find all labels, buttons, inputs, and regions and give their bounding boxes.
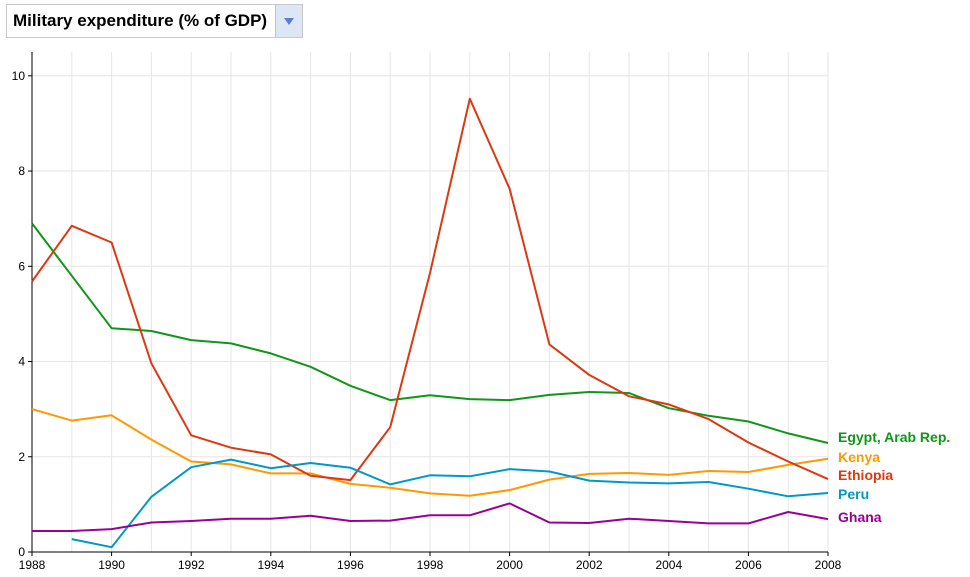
legend-label-peru: Peru <box>838 486 869 502</box>
legend-label-kenya: Kenya <box>838 449 880 465</box>
indicator-dropdown-button[interactable] <box>275 5 303 37</box>
legend-label-ghana: Ghana <box>838 509 882 525</box>
y-tick-label: 10 <box>12 69 26 83</box>
chart-series <box>31 97 829 549</box>
x-tick-label: 2000 <box>496 558 523 572</box>
series-line-kenya <box>31 408 829 497</box>
x-tick-label: 2004 <box>655 558 682 572</box>
y-tick-label: 8 <box>18 164 25 178</box>
x-tick-label: 1996 <box>337 558 364 572</box>
chart-legend: Egypt, Arab Rep. Kenya Ethiopia Peru Ghana <box>838 429 950 525</box>
x-tick-label: 2006 <box>735 558 762 572</box>
series-line-ethiopia <box>31 97 829 482</box>
series-line-peru <box>71 458 829 549</box>
x-tick-label: 1992 <box>178 558 205 572</box>
y-tick-label: 6 <box>18 259 25 273</box>
x-tick-label: 1990 <box>98 558 125 572</box>
y-tick-label: 0 <box>18 545 25 559</box>
chevron-down-icon <box>284 17 295 25</box>
x-tick-label: 2008 <box>815 558 842 572</box>
indicator-selector-label: Military expenditure (% of GDP) <box>13 11 268 30</box>
x-tick-label: 1994 <box>257 558 284 572</box>
y-tick-label: 4 <box>18 355 25 369</box>
x-tick-label: 1998 <box>417 558 444 572</box>
x-tick-label: 2002 <box>576 558 603 572</box>
indicator-selector[interactable]: Military expenditure (% of GDP) <box>6 4 304 38</box>
series-line-ghana <box>32 502 829 532</box>
x-tick-label: 1988 <box>19 558 46 572</box>
legend-label-egypt-arab-rep: Egypt, Arab Rep. <box>838 429 950 445</box>
chart-grid <box>31 52 829 552</box>
legend-label-ethiopia: Ethiopia <box>838 467 893 483</box>
chart-axes: 1988 1990 1992 1994 1996 1998 2000 2002 2004 2006… <box>12 52 842 572</box>
y-tick-label: 2 <box>18 450 25 464</box>
